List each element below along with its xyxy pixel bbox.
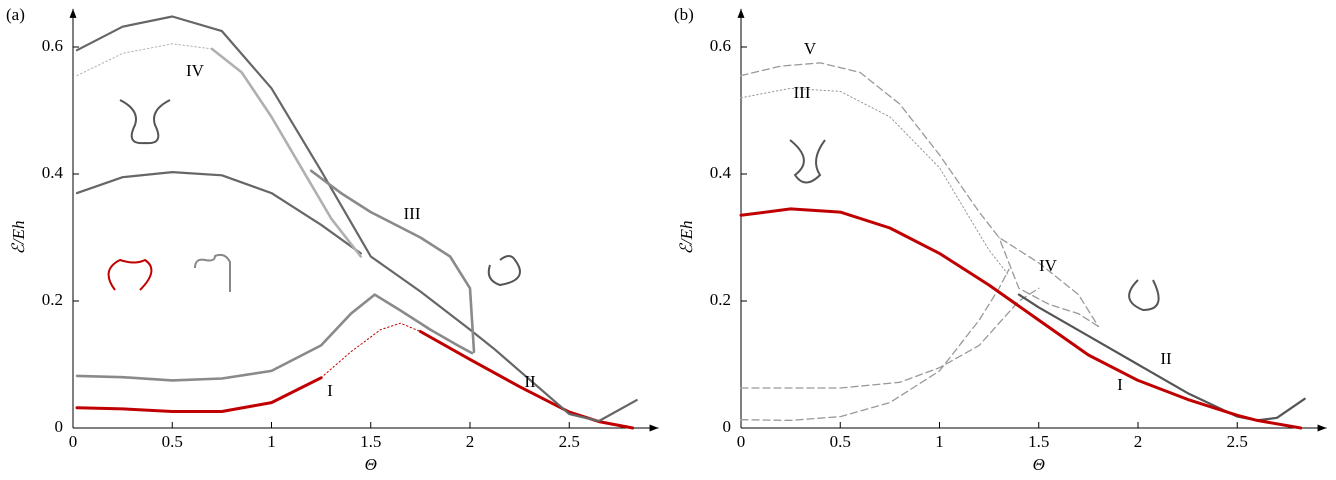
- curve: [740, 87, 1010, 277]
- y-axis-label: ℰ/Eh: [9, 221, 28, 255]
- y-tick-label: 0: [723, 417, 732, 436]
- x-tick-label: 2: [466, 432, 475, 451]
- x-tick-label: 1.5: [360, 432, 381, 451]
- x-tick-label: 2: [1134, 432, 1143, 451]
- shape-icon: [194, 253, 231, 292]
- x-tick-label: 1: [267, 432, 276, 451]
- curve: [75, 293, 474, 382]
- x-axis-label: Θ: [365, 455, 377, 474]
- x-tick-label: 1: [935, 432, 944, 451]
- panel-label: (b): [674, 5, 694, 24]
- y-axis-label: ℰ/Eh: [677, 221, 696, 255]
- x-axis-label: Θ: [1033, 455, 1045, 474]
- y-tick-label: 0.2: [42, 290, 63, 309]
- curve: [210, 47, 363, 258]
- shape-icon: [1128, 279, 1160, 312]
- curve: [998, 236, 1099, 328]
- curve-label: V: [804, 39, 817, 58]
- axis-arrow: [1317, 424, 1327, 432]
- curve-label: II: [524, 372, 536, 391]
- shape-icon: [789, 139, 826, 184]
- y-tick-label: 0.6: [42, 36, 63, 55]
- curve: [76, 43, 213, 77]
- x-tick-label: 2.5: [559, 432, 580, 451]
- curve: [740, 287, 1040, 389]
- y-tick-label: 0.4: [710, 163, 732, 182]
- curve: [309, 169, 476, 354]
- y-tick-label: 0: [55, 417, 64, 436]
- curve: [75, 330, 635, 430]
- axis-arrow: [737, 8, 745, 18]
- curve: [75, 171, 362, 255]
- shape-icon: [119, 99, 171, 145]
- y-tick-label: 0.2: [710, 290, 731, 309]
- curve: [740, 62, 1099, 328]
- curve: [75, 15, 638, 423]
- curve-label: IV: [186, 61, 205, 80]
- axis-arrow: [649, 424, 659, 432]
- panel-label: (a): [6, 5, 25, 24]
- curve: [740, 268, 1010, 422]
- icons: [107, 99, 1160, 312]
- curve-label: IV: [1039, 256, 1058, 275]
- x-tick-label: 0: [737, 432, 746, 451]
- curve-label: III: [404, 204, 421, 223]
- shape-icon: [487, 255, 521, 287]
- curve-label: I: [1117, 375, 1123, 394]
- x-tick-label: 2.5: [1227, 432, 1248, 451]
- x-tick-label: 1.5: [1028, 432, 1049, 451]
- curve: [1017, 293, 1306, 422]
- curve-label: II: [1160, 349, 1172, 368]
- x-tick-label: 0.5: [162, 432, 183, 451]
- shape-icon: [107, 258, 153, 291]
- curve-label: I: [327, 381, 333, 400]
- curve: [739, 207, 1303, 430]
- y-tick-label: 0.4: [42, 163, 64, 182]
- curve-label: III: [794, 83, 811, 102]
- x-tick-label: 0.5: [830, 432, 851, 451]
- x-tick-label: 0: [69, 432, 78, 451]
- curve: [320, 322, 421, 379]
- y-tick-label: 0.6: [710, 36, 731, 55]
- axis-arrow: [69, 8, 77, 18]
